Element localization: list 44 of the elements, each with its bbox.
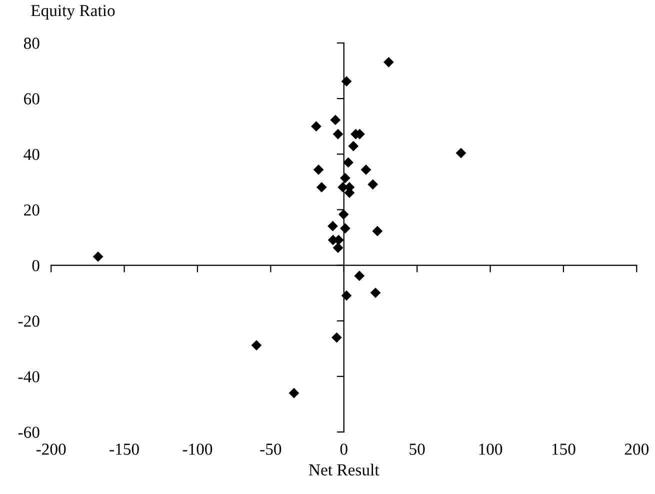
- y-tick-label: -40: [18, 371, 40, 382]
- point: [313, 164, 324, 175]
- point: [341, 76, 352, 87]
- y-tick-label: 40: [24, 148, 40, 160]
- y-tick-label: -20: [18, 316, 40, 327]
- point: [383, 56, 394, 68]
- x-tick-label: 100: [479, 444, 502, 455]
- point: [370, 288, 381, 298]
- point: [328, 220, 338, 232]
- point: [251, 340, 262, 350]
- point: [341, 290, 352, 301]
- x-tick-label: -150: [110, 444, 139, 455]
- x-tick-label: 150: [552, 444, 576, 455]
- point: [311, 121, 322, 132]
- point: [338, 209, 349, 220]
- point: [92, 251, 104, 262]
- y-tick-label: 0: [32, 260, 40, 272]
- y-tick-label: -60: [18, 426, 40, 438]
- point: [288, 388, 300, 398]
- point: [340, 223, 350, 234]
- point: [316, 182, 327, 192]
- point: [340, 172, 350, 184]
- y-axis-title: Equity Ratio: [31, 5, 115, 20]
- x-axis-title: Net Result: [308, 464, 380, 476]
- point: [456, 148, 466, 158]
- x-tick-label: -100: [182, 444, 212, 455]
- x-tick-label: -200: [36, 444, 66, 455]
- y-tick-label: 60: [24, 93, 40, 104]
- point: [372, 226, 383, 236]
- x-tick-label: 0: [340, 444, 348, 455]
- point: [332, 128, 344, 140]
- x-tick-label: 200: [624, 444, 649, 455]
- point: [332, 242, 344, 253]
- x-tick-label: 50: [410, 444, 425, 455]
- point: [330, 114, 341, 126]
- point: [354, 270, 365, 282]
- point: [332, 332, 342, 343]
- y-tick-label: 80: [24, 38, 40, 49]
- point: [368, 179, 378, 190]
- x-tick-label: -50: [260, 444, 282, 455]
- point: [360, 164, 372, 175]
- point: [348, 140, 359, 152]
- y-tick-label: 20: [24, 204, 40, 216]
- point: [343, 157, 354, 168]
